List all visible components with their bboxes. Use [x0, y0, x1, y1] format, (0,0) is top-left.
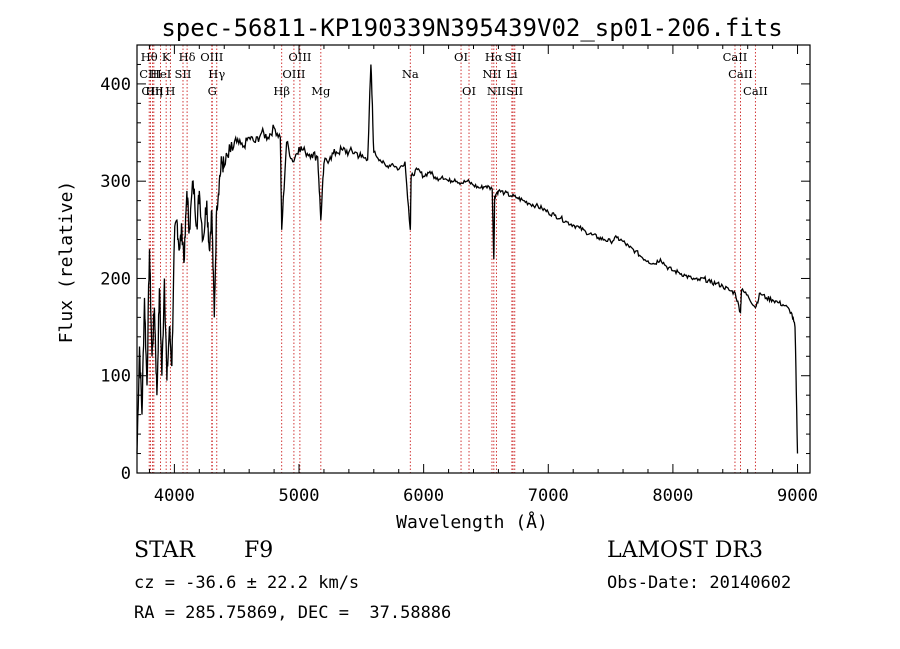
x-tick-label: 9000	[777, 486, 818, 506]
x-tick-label: 4000	[154, 486, 195, 506]
line-label-27: CaII	[743, 84, 768, 98]
line-label-12: Hβ	[273, 84, 290, 98]
chart-title: spec-56811-KP190339N395439V02_sp01-206.f…	[161, 14, 782, 42]
x-tick-label: 6000	[403, 486, 444, 506]
object-subclass: F9	[244, 538, 274, 563]
ra-dec-coordinates: RA = 285.75869, DEC = 37.58886	[134, 603, 452, 623]
line-label-10: Hγ	[208, 67, 225, 81]
spectral-line-markers	[148, 45, 756, 473]
line-label-17: OI	[454, 50, 468, 64]
line-label-25: CaII	[723, 50, 748, 64]
line-label-8: Hδ	[179, 50, 196, 64]
line-label-4: HeI	[150, 67, 171, 81]
line-label-18: OI	[462, 84, 476, 98]
observation-date: Obs-Date: 20140602	[607, 573, 792, 593]
line-label-19: Hα	[485, 50, 503, 64]
line-label-22: SII	[505, 50, 522, 64]
line-label-5: K	[162, 50, 171, 64]
line-label-21: NII	[487, 84, 506, 98]
y-tick-label: 400	[100, 75, 131, 95]
x-tick-label: 5000	[279, 486, 320, 506]
line-label-3: Hη	[145, 84, 162, 98]
line-label-13: OIII	[282, 67, 305, 81]
redshift-velocity: cz = -36.6 ± 22.2 km/s	[134, 573, 360, 593]
line-label-2: CIII	[141, 84, 163, 98]
line-label-0: Hθ	[141, 50, 158, 64]
plot-frame	[136, 44, 811, 474]
y-tick-label: 300	[100, 172, 131, 192]
y-axis-label: Flux (relative)	[56, 181, 77, 344]
survey-name: LAMOST DR3	[607, 538, 763, 563]
y-tick-label: 200	[100, 269, 131, 289]
x-tick-label: 7000	[528, 486, 569, 506]
line-label-6: H	[165, 84, 175, 98]
line-label-14: OIII	[288, 50, 311, 64]
y-tick-label: 0	[121, 464, 131, 484]
line-label-23: SII	[506, 84, 523, 98]
line-label-9: OIII	[200, 50, 223, 64]
line-label-26: CaII	[728, 67, 753, 81]
x-axis-label: Wavelength (Å)	[396, 511, 548, 533]
line-label-20: NII	[482, 67, 501, 81]
object-class: STAR	[134, 538, 195, 563]
y-tick-label: 100	[100, 367, 131, 387]
axis-ticks: 4000 5000 6000 7000 8000 9000 0 100 200 300 400	[100, 45, 818, 506]
line-label-11: G	[208, 84, 217, 98]
line-label-24: Li	[506, 67, 518, 81]
x-tick-label: 8000	[652, 486, 693, 506]
line-label-16: Na	[402, 67, 419, 81]
spectrum-series-line	[136, 64, 799, 454]
line-label-1: CIII	[139, 67, 161, 81]
line-label-7: SII	[175, 67, 192, 81]
line-label-15: Mg	[311, 84, 331, 98]
